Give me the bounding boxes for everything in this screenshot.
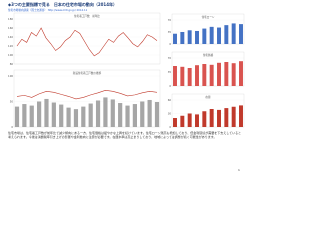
bar	[66, 107, 71, 127]
bar	[224, 108, 229, 127]
bar	[88, 103, 93, 127]
bar	[209, 26, 214, 44]
title: ◆3つの主要指標で見る 日本の住宅市場の動向（2014年）	[8, 2, 117, 7]
bar	[173, 33, 177, 44]
bar	[29, 105, 34, 127]
bar	[180, 115, 185, 127]
bar	[195, 30, 199, 44]
bar	[22, 104, 27, 127]
bar	[217, 62, 221, 86]
bar	[231, 63, 236, 86]
bar	[81, 106, 86, 127]
bar	[195, 65, 199, 86]
y-tick-label: 60	[168, 98, 172, 102]
bar	[187, 30, 192, 44]
bar	[224, 25, 229, 44]
bar	[217, 109, 221, 127]
page: ◆3つの主要指標で見る 日本の住宅市場の動向（2014年） 住宅市場動向調査（国…	[8, 2, 245, 172]
y-tick-label: 140	[8, 35, 13, 39]
bar	[202, 64, 207, 86]
chart-frame	[13, 12, 161, 65]
chart-title: 新設住宅着工戸数の推移	[73, 71, 102, 75]
y-tick-label: 0	[169, 125, 171, 129]
bar	[154, 102, 160, 127]
bar	[231, 23, 236, 44]
y-tick-label: 100	[8, 53, 13, 57]
y-tick-label: 160	[8, 26, 13, 30]
y-tick-label: 0	[169, 84, 171, 88]
bar	[14, 106, 20, 127]
charts: 住宅着工戸数 前年比 80 100 120 140 160 180 新設住宅着工戸数の推移 0 5…	[8, 12, 245, 129]
bar	[195, 114, 199, 127]
y-tick-label: 80	[10, 62, 14, 66]
bar	[118, 103, 123, 127]
bar	[187, 68, 192, 86]
line	[16, 27, 158, 57]
y-tick-label: 70	[168, 56, 172, 60]
bar	[51, 102, 56, 127]
bar	[217, 27, 221, 44]
y-tick-label: 70	[168, 18, 172, 22]
bar	[140, 101, 145, 127]
body-text: 住宅市場は、住宅着工戸数が前年比で減少傾向にある一方、住宅価格は緩やかな上昇を続…	[8, 131, 242, 140]
y-tick-label: 120	[8, 44, 13, 48]
y-tick-label: 0	[11, 125, 13, 129]
y-tick-label: 35	[168, 30, 172, 34]
bar	[224, 62, 229, 86]
bar	[180, 32, 185, 44]
chart-title: 住宅価格	[203, 53, 214, 57]
bar	[44, 98, 49, 127]
bar	[95, 100, 101, 127]
y-tick-label: 0	[169, 42, 171, 46]
bar	[173, 66, 177, 86]
bar	[110, 99, 115, 127]
chart-title: 住宅着工戸数 前年比	[74, 14, 100, 18]
bar	[202, 111, 207, 127]
bar	[132, 104, 137, 127]
bar	[209, 64, 214, 86]
source: 住宅市場動向調査（国土交通省） http://www.mlit.go.jp/ 2…	[8, 8, 88, 12]
bar	[125, 105, 130, 127]
bar	[209, 109, 214, 127]
line	[16, 89, 158, 100]
bar	[103, 97, 108, 127]
bar	[239, 105, 243, 127]
bar	[231, 106, 236, 127]
bar	[202, 28, 207, 44]
bar	[37, 101, 42, 127]
bar	[180, 66, 185, 86]
y-tick-label: 100	[8, 74, 13, 78]
bar	[73, 109, 79, 127]
bar	[187, 113, 192, 127]
y-tick-label: 35	[168, 70, 172, 74]
bar	[239, 24, 243, 44]
chart-frame	[13, 69, 161, 128]
bar	[173, 118, 177, 127]
bar	[59, 104, 64, 127]
chart-title: 住宅ローン	[202, 15, 215, 19]
y-tick-label: 180	[8, 17, 13, 21]
y-tick-label: 30	[168, 112, 172, 116]
bar	[147, 99, 152, 127]
page-number: 1	[238, 168, 240, 172]
bar	[239, 61, 243, 86]
chart-title: 在庫	[205, 95, 211, 99]
y-tick-label: 50	[10, 100, 14, 104]
